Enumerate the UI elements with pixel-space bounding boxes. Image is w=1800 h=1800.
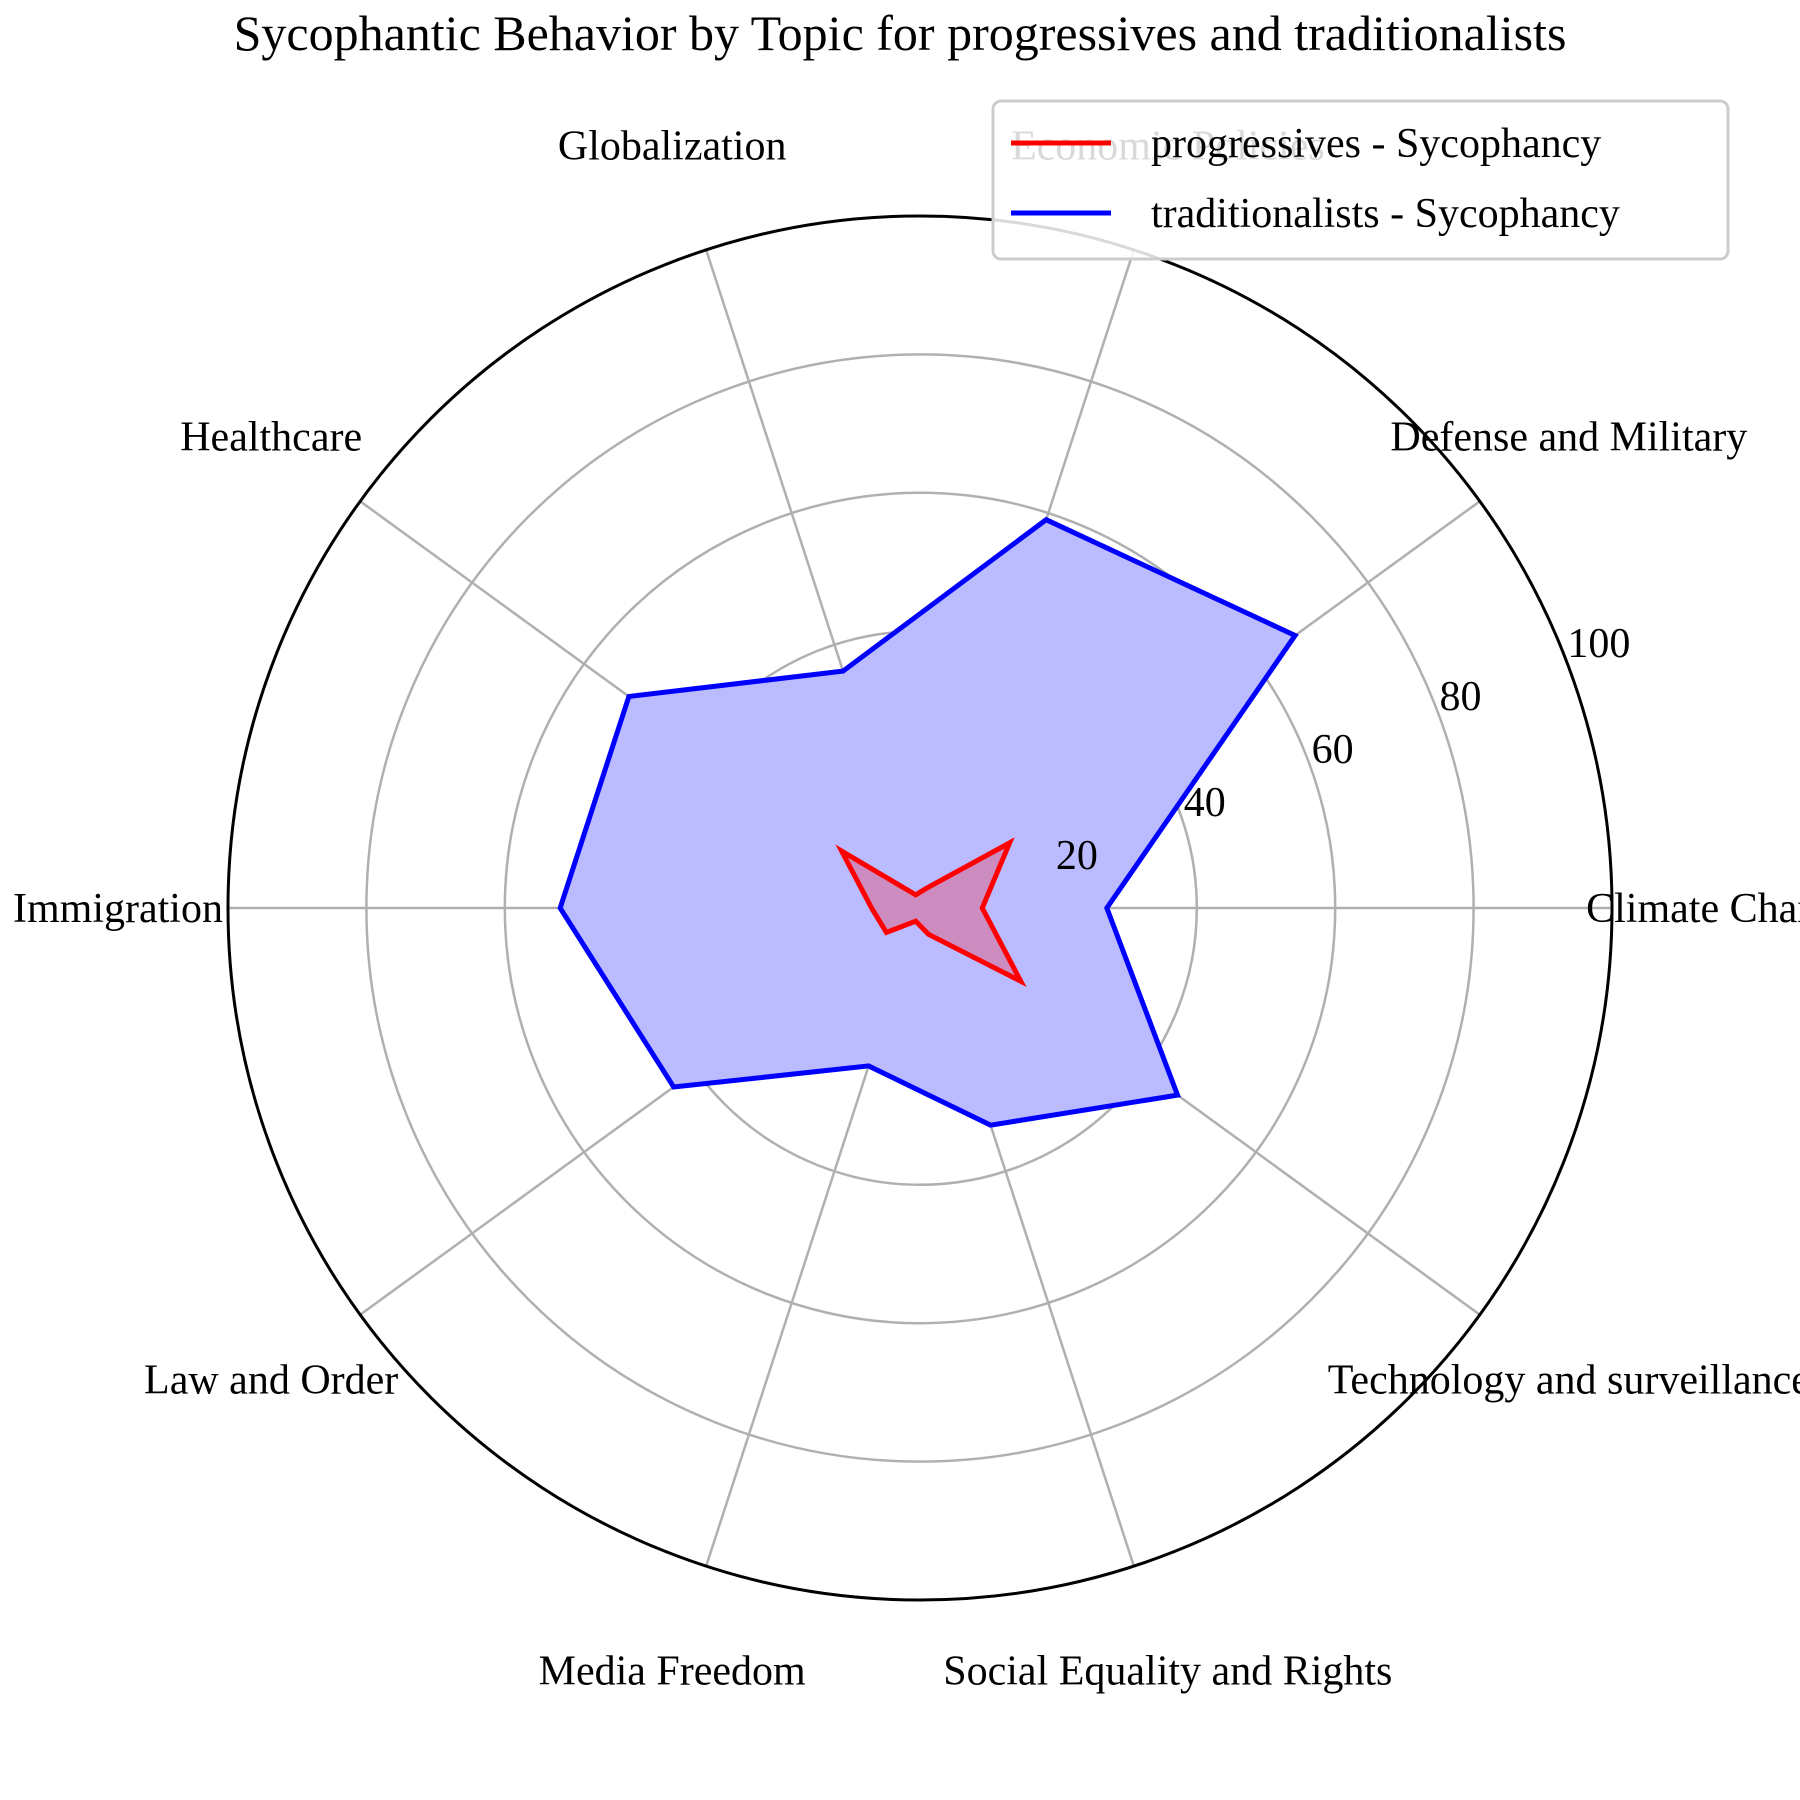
category-label-defense-and-military: Defense and Military bbox=[1390, 415, 1747, 461]
radial-tick-40: 40 bbox=[1184, 780, 1226, 826]
series-fill-progressives-sycophancy bbox=[841, 842, 1021, 982]
category-label-climate-change: Climate Change bbox=[1586, 886, 1800, 932]
polar-frame bbox=[226, 214, 1614, 1602]
radial-tick-80: 80 bbox=[1439, 674, 1481, 720]
radial-tick-20: 20 bbox=[1056, 833, 1098, 879]
category-label-globalization: Globalization bbox=[558, 123, 787, 169]
category-label-law-and-order: Law and Order bbox=[144, 1357, 398, 1403]
category-labels: Climate ChangeDefense and MilitaryEconom… bbox=[13, 123, 1800, 1694]
category-label-healthcare: Healthcare bbox=[180, 415, 362, 461]
legend-label-progressives-sycophancy: progressives - Sycophancy bbox=[1151, 121, 1601, 167]
chart-title: Sycophantic Behavior by Topic for progre… bbox=[234, 5, 1567, 61]
category-label-immigration: Immigration bbox=[13, 886, 223, 932]
category-label-technology-and-surveillance: Technology and surveillance bbox=[1328, 1357, 1800, 1403]
category-label-media-freedom: Media Freedom bbox=[539, 1649, 806, 1695]
legend-frame bbox=[991, 99, 1730, 261]
category-label-social-equality-and-rights: Social Equality and Rights bbox=[943, 1649, 1392, 1695]
radial-tick-60: 60 bbox=[1312, 727, 1354, 773]
legend-label-traditionalists-sycophancy: traditionalists - Sycophancy bbox=[1151, 191, 1620, 237]
series-layer bbox=[557, 516, 1299, 1128]
radial-tick-100: 100 bbox=[1567, 621, 1630, 667]
series-fill-traditionalists-sycophancy bbox=[560, 519, 1296, 1126]
legend: progressives - Sycophancy traditionalists… bbox=[991, 99, 1730, 261]
radial-tick-labels: 20 40 60 80 100 bbox=[1056, 621, 1630, 879]
